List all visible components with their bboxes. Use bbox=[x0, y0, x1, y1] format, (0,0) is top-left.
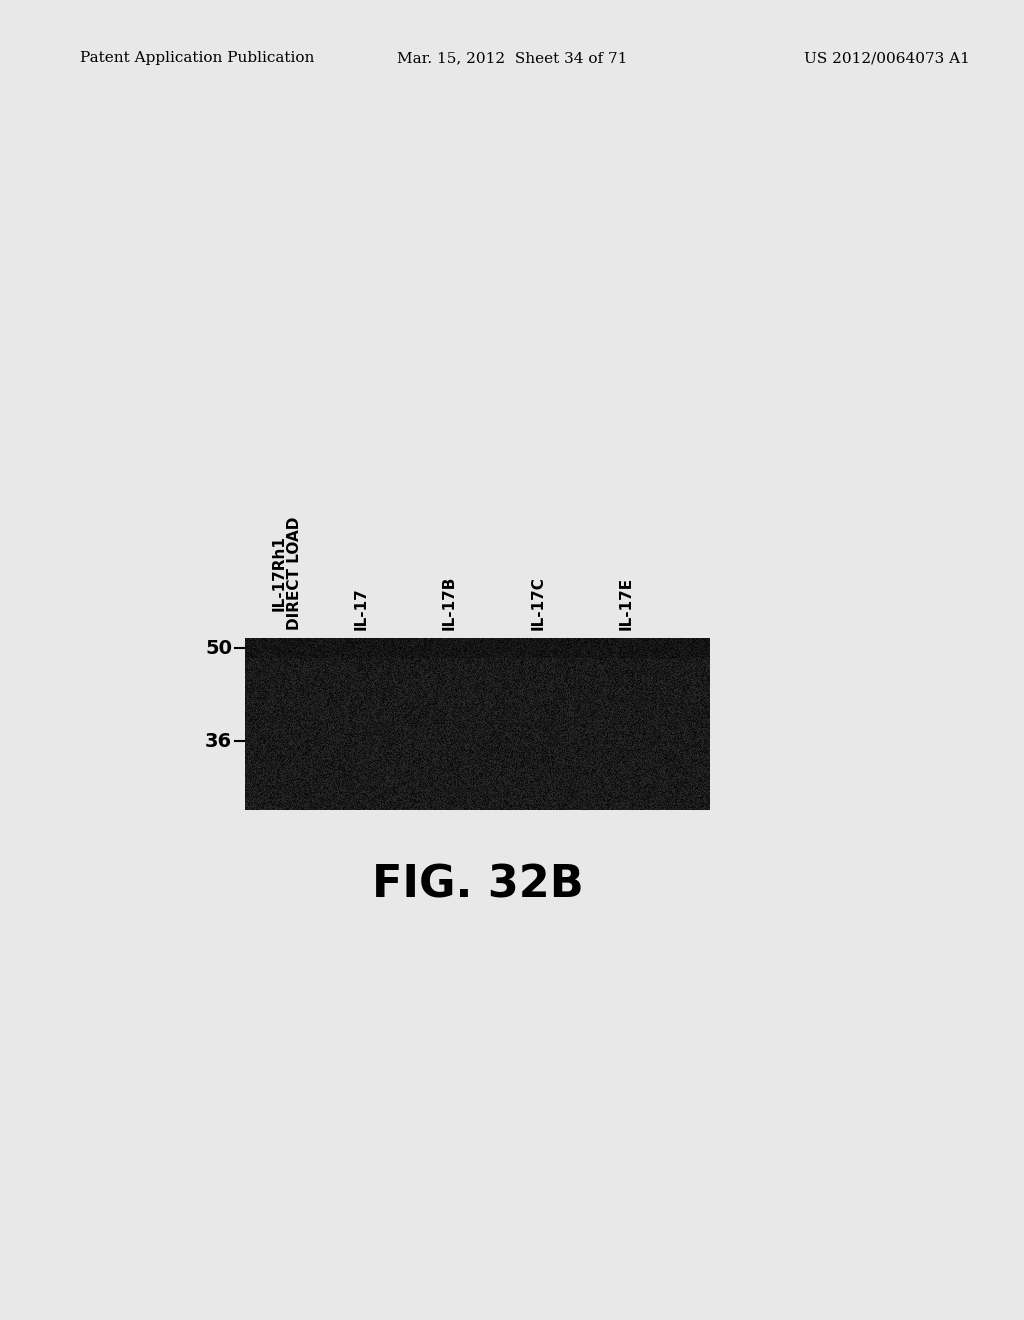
Text: IL-17B: IL-17B bbox=[442, 576, 457, 630]
Text: IL-17: IL-17 bbox=[353, 587, 369, 630]
Text: FIG. 32B: FIG. 32B bbox=[372, 863, 584, 907]
Text: 50: 50 bbox=[205, 639, 232, 657]
Text: 36: 36 bbox=[205, 731, 232, 751]
Text: IL-17Rh1
DIRECT LOAD: IL-17Rh1 DIRECT LOAD bbox=[271, 516, 302, 630]
Text: IL-17C: IL-17C bbox=[530, 576, 546, 630]
Text: Patent Application Publication: Patent Application Publication bbox=[80, 51, 314, 65]
Text: Mar. 15, 2012  Sheet 34 of 71: Mar. 15, 2012 Sheet 34 of 71 bbox=[397, 51, 627, 65]
Text: US 2012/0064073 A1: US 2012/0064073 A1 bbox=[804, 51, 970, 65]
Text: IL-17E: IL-17E bbox=[618, 577, 634, 630]
